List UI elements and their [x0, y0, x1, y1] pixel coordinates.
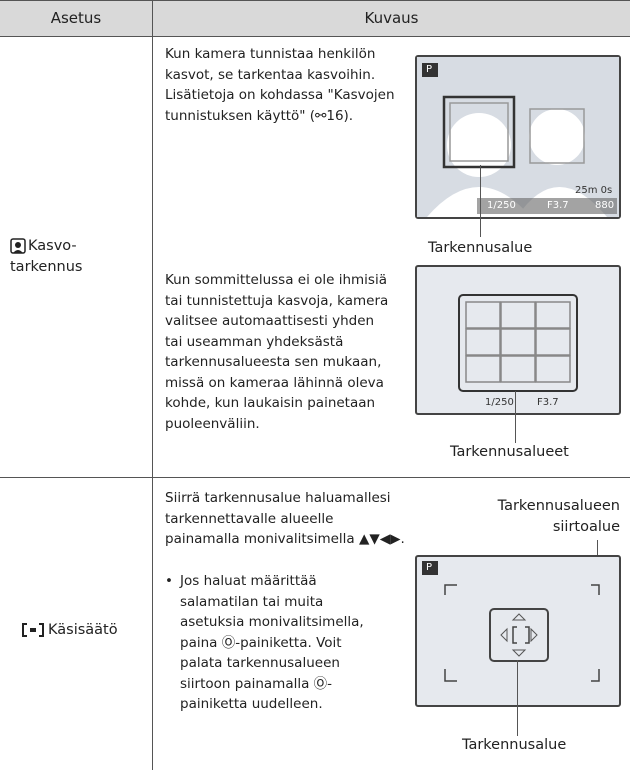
- header-cell: Kuvaus: [364, 9, 419, 27]
- bullet: •: [165, 573, 173, 589]
- time: 25m 0s: [575, 185, 613, 196]
- caption: Tarkennusalueet: [450, 444, 569, 460]
- header-cell: Asetus: [50, 9, 102, 27]
- manual-icon: [22, 623, 44, 637]
- mode-label: P: [426, 562, 433, 573]
- caption: Tarkennusalue: [428, 240, 533, 256]
- description: Siirrä tarkennusalue haluamallesi tarken…: [165, 490, 405, 547]
- header-row: [0, 0, 630, 36]
- camera-screen: 1/250 F3.7: [415, 265, 621, 415]
- camera-screen: P 1/250 F3.7 25m 0s 880: [415, 55, 621, 219]
- aperture: F3.7: [537, 397, 559, 408]
- description: Jos haluat määrittää salamatilan tai mui…: [180, 573, 364, 712]
- description: Kun sommittelussa ei ole ihmisiä tai tun…: [165, 272, 389, 432]
- count: 880: [595, 200, 615, 211]
- camera-screen: P: [415, 555, 621, 707]
- mode-label: P: [426, 64, 433, 75]
- face-icon: [10, 238, 26, 254]
- description: Kun kamera tunnistaa henkilön kasvot, se…: [165, 46, 395, 124]
- setting-name: Kasvo-tarkennus: [10, 238, 83, 275]
- caption: Tarkennusalue: [462, 737, 567, 753]
- aperture: F3.7: [547, 200, 569, 211]
- shutter: 1/250: [487, 200, 516, 211]
- shutter: 1/250: [485, 397, 514, 408]
- caption: Tarkennusalueen siirtoalue: [497, 498, 620, 535]
- setting-name: Käsisäätö: [48, 622, 118, 638]
